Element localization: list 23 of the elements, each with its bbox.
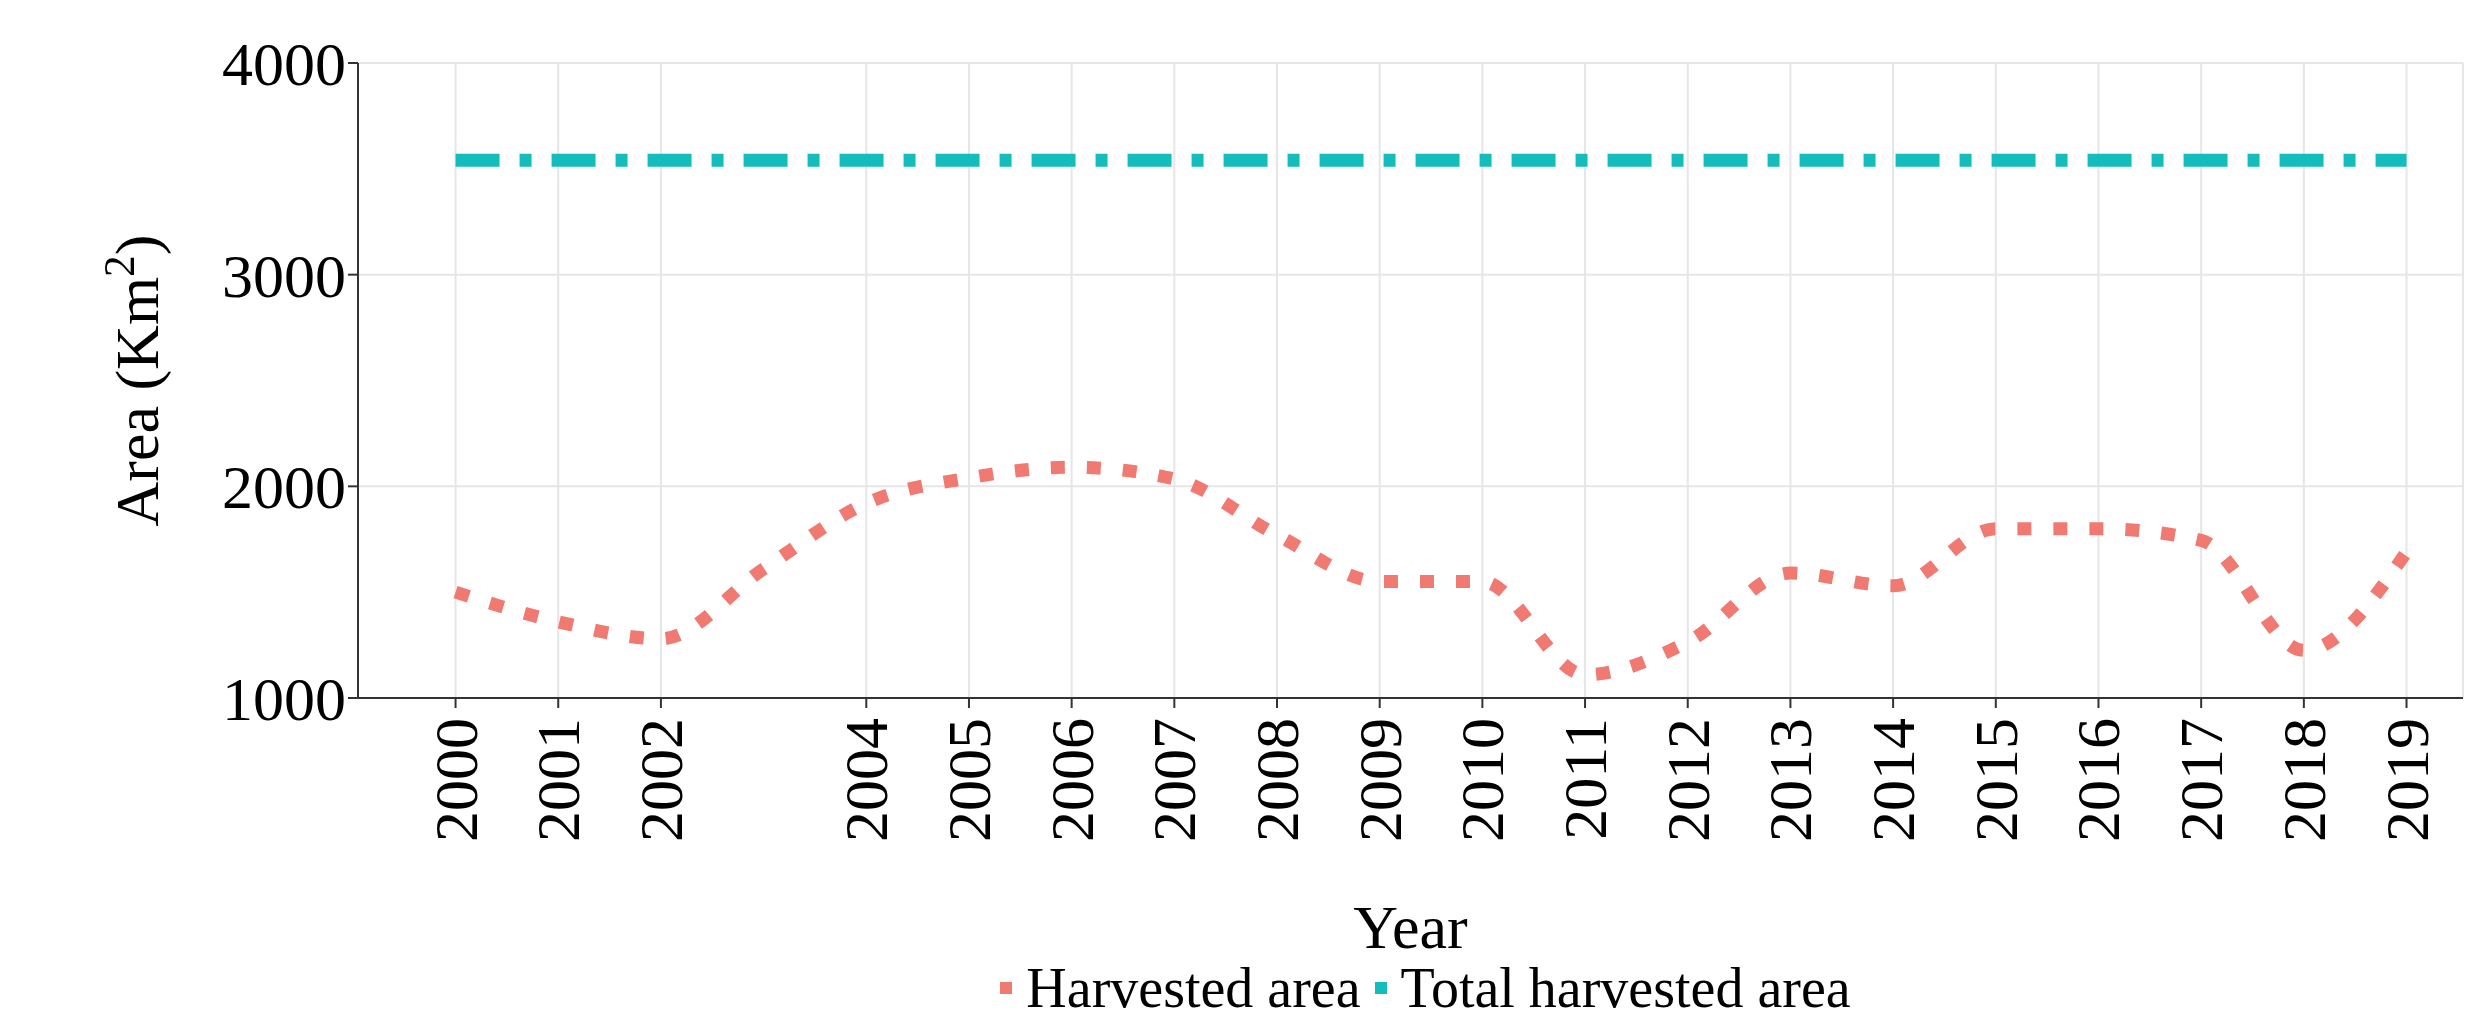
x-tick-label: 2016 (2064, 718, 2133, 842)
x-tick-label: 2014 (1859, 718, 1928, 842)
x-tick-label: 2007 (1140, 718, 1209, 842)
x-tick-label: 2002 (626, 718, 695, 842)
x-tick-label: 2015 (1961, 718, 2030, 842)
x-tick-label: 2013 (1756, 718, 1825, 842)
y-tick-label: 4000 (222, 30, 346, 99)
x-tick-label: 2012 (1653, 718, 1722, 842)
x-tick-label: 2019 (2372, 718, 2441, 842)
x-tick-label: 2018 (2269, 718, 2338, 842)
y-tick-label: 3000 (222, 241, 346, 310)
x-tick-label: 2001 (524, 718, 593, 842)
x-tick-label: 2009 (1345, 718, 1414, 842)
y-tick-label: 2000 (222, 453, 346, 522)
x-tick-label: 2000 (421, 718, 490, 842)
x-tick-label: 2005 (934, 718, 1003, 842)
x-tick-label: 2006 (1037, 718, 1106, 842)
x-tick-label: 2004 (832, 718, 901, 842)
x-tick-label: 2008 (1243, 718, 1312, 842)
y-tick-label: 1000 (222, 665, 346, 734)
x-tick-label: 2010 (1448, 718, 1517, 842)
x-tick-label: 2011 (1551, 718, 1620, 840)
x-tick-label: 2017 (2167, 718, 2236, 842)
